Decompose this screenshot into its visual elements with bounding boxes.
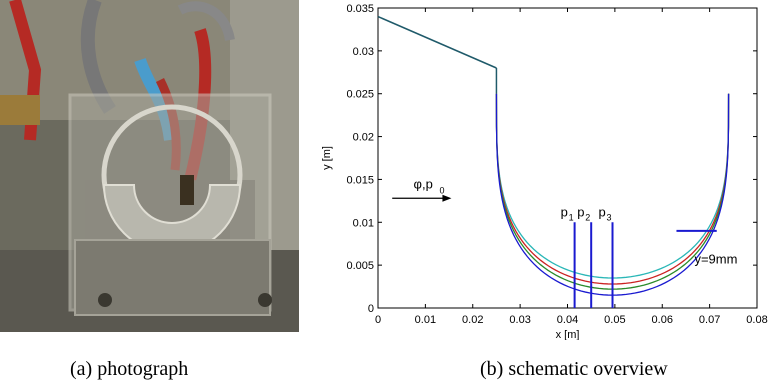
y-axis-label: y [m] — [321, 146, 333, 170]
probe-sub-3: 3 — [607, 212, 612, 222]
probe-sub-2: 2 — [585, 212, 590, 222]
y-tick-label: 0.005 — [346, 260, 374, 272]
caption-a: (a) photograph — [70, 358, 189, 380]
y-tick-label: 0.015 — [346, 174, 374, 186]
probe-label-1: p — [561, 204, 568, 219]
inflow-arrow-head — [442, 194, 452, 202]
y-tick-label: 0.035 — [346, 3, 374, 15]
plot-curves — [377, 15, 730, 296]
x-tick-label: 0 — [375, 314, 381, 326]
probe-label-2: p — [577, 204, 584, 219]
inlet-wall-line — [377, 15, 497, 69]
y-tick-label: 0.02 — [353, 132, 374, 144]
y-tick-label: 0.025 — [346, 89, 374, 101]
x-tick-label: 0.01 — [415, 314, 436, 326]
y-tick-label: 0 — [368, 303, 374, 315]
x-tick-label: 0.02 — [462, 314, 483, 326]
x-axis-label: x [m] — [556, 329, 580, 340]
x-tick-label: 0.05 — [604, 314, 625, 326]
photograph-image — [0, 0, 299, 332]
y-tick-label: 0.03 — [353, 46, 374, 58]
probe-sub-1: 1 — [569, 212, 574, 222]
inflow-sub: 0 — [440, 185, 445, 195]
x-tick-label: 0.03 — [509, 314, 530, 326]
x-tick-label: 0.07 — [699, 314, 720, 326]
caption-b: (b) schematic overview — [480, 358, 668, 380]
x-tick-label: 0.06 — [652, 314, 673, 326]
level-marker-label: y=9mm — [694, 251, 737, 266]
x-tick-label: 0.04 — [557, 314, 578, 326]
y-tick-label: 0.01 — [353, 217, 374, 229]
schematic-chart: 0 0.01 0.02 0.03 0.04 0.05 0.06 0.07 0.08 0 0.005 0… — [321, 3, 768, 340]
probe-label-3: p — [599, 204, 606, 219]
plot-axes: 0 0.01 0.02 0.03 0.04 0.05 0.06 0.07 0.08 0 0.005 0… — [321, 3, 768, 340]
inflow-label: φ,p — [414, 176, 433, 191]
x-tick-label: 0.08 — [746, 314, 767, 326]
